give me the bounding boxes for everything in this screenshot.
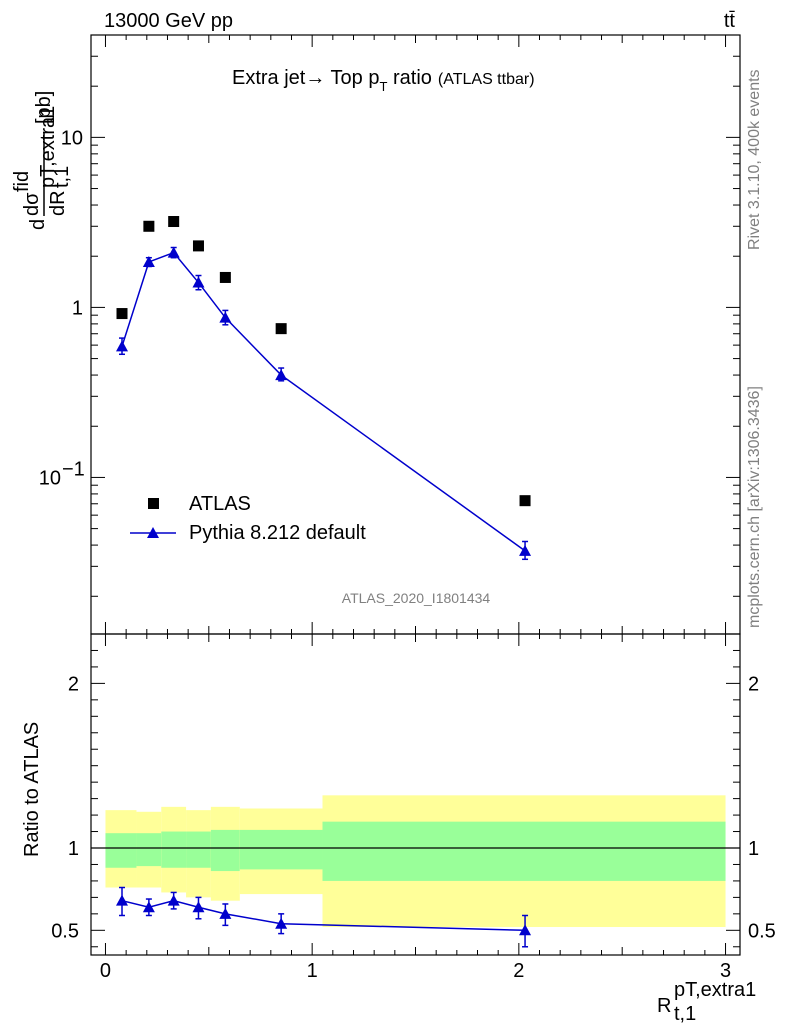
svg-text:pT,extra1: pT,extra1 [37, 106, 59, 188]
x-tick-label: 1 [307, 960, 318, 982]
svg-text:t,1: t,1 [51, 166, 73, 188]
svg-text:dR: dR [47, 190, 69, 216]
legend: ATLAS Pythia 8.212 default [130, 493, 366, 544]
y-axis-label-main: d dσ fid dR pT,extra1 t,1 [pb] [11, 91, 73, 230]
atlas-data-point [192, 240, 204, 252]
atlas-data-point [168, 216, 180, 228]
y-tick-label-ratio-left: 1 [68, 838, 79, 860]
pythia-data-point [219, 311, 232, 323]
ratio-pythia-point [167, 894, 180, 906]
svg-text:fid: fid [11, 171, 33, 192]
pythia-data-point [167, 246, 180, 258]
legend-label-pythia: Pythia 8.212 default [189, 522, 366, 544]
y-tick-label-main: 10 [39, 467, 61, 489]
legend-marker-pythia [147, 527, 159, 538]
header-final-state-label: tt̄ [724, 10, 736, 32]
atlas-data-point [219, 271, 231, 283]
ratio-band-inner [322, 821, 726, 881]
atlas-data-point [275, 323, 287, 335]
ratio-pythia-point [275, 917, 288, 929]
ratio-pythia-point [519, 924, 532, 936]
ratio-pythia-point [192, 901, 205, 913]
legend-label-atlas: ATLAS [189, 493, 251, 515]
atlas-data-point [519, 495, 531, 507]
atlas-data-point [143, 220, 155, 232]
pythia-data-point [116, 340, 129, 352]
svg-text:dσ: dσ [21, 192, 43, 216]
ratio-pythia-point [219, 907, 232, 919]
pythia-line [121, 251, 526, 552]
x-tick-label: 3 [720, 960, 731, 982]
ratio-band-inner [186, 831, 211, 868]
pythia-data-point [519, 544, 532, 556]
y-tick-label-main: 1 [72, 297, 83, 319]
ratio-band-inner [105, 833, 137, 868]
y-axis-label-ratio: Ratio to ATLAS [21, 722, 43, 857]
ratio-panel: 0 1 2 3 0.5 0.5 1 1 2 2 [51, 35, 776, 982]
svg-text:d: d [27, 219, 49, 230]
mcplots-reference-label: mcplots.cern.ch [arXiv:1306.3436] [746, 386, 763, 628]
y-tick-label-ratio-right: 2 [748, 673, 759, 695]
legend-marker-atlas [148, 498, 159, 509]
ratio-band-inner [239, 829, 323, 870]
svg-text:pT,extra1: pT,extra1 [674, 979, 756, 1001]
x-tick-label: 2 [513, 960, 524, 982]
ratio-band-inner [136, 833, 162, 867]
y-tick-label-main: 10 [61, 127, 83, 149]
ratio-pythia-point [116, 894, 129, 906]
header-process-label: 13000 GeV pp [104, 10, 233, 32]
x-axis-label: R pT,extra1 t,1 [657, 979, 756, 1024]
ratio-band-inner [161, 831, 187, 868]
svg-text:[pb]: [pb] [33, 91, 55, 124]
y-tick-label-ratio-right: 1 [748, 838, 759, 860]
y-tick-label-ratio-left: 2 [68, 673, 79, 695]
rivet-version-label: Rivet 3.1.10, 400k events [746, 69, 763, 250]
ratio-pythia-point [142, 901, 155, 913]
chart-title: Extra jet→ Top pT ratio (ATLAS ttbar) [232, 67, 535, 94]
ratio-band-inner [210, 829, 240, 872]
y-tick-label-ratio-right: 0.5 [748, 920, 776, 942]
pythia-data-point [142, 255, 155, 267]
svg-text:R: R [657, 995, 671, 1017]
y-tick-label-ratio-left: 0.5 [51, 920, 79, 942]
svg-text:t,1: t,1 [674, 1003, 696, 1024]
atlas-data-point [116, 308, 128, 320]
pythia-data-point [192, 276, 205, 288]
main-frame [90, 34, 741, 635]
x-tick-label: 0 [100, 960, 111, 982]
pythia-data-point [275, 369, 288, 381]
y-tick-label-main-exponent: −1 [62, 458, 85, 480]
analysis-reference-label: ATLAS_2020_I1801434 [342, 590, 491, 606]
